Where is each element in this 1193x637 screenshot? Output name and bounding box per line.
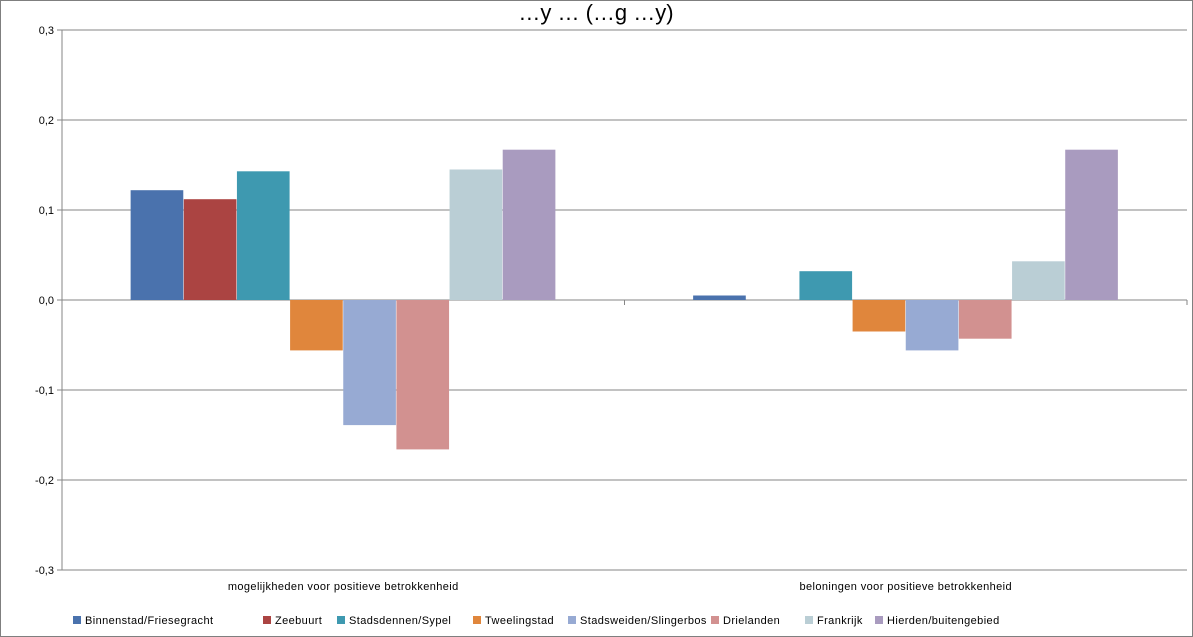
bars [130,149,1118,450]
legend-swatch [263,616,271,624]
y-tick-label: 0,2 [39,115,54,127]
bar [958,300,1012,339]
legend-swatch [337,616,345,624]
bar [852,300,906,332]
bar [905,300,959,351]
y-tick-label: 0,1 [39,205,54,217]
legend-swatch [473,616,481,624]
bar [1065,149,1118,300]
legend-label: Zeebuurt [275,615,322,627]
bar [1012,261,1065,300]
y-tick-label: -0,3 [35,565,54,577]
y-tick-label: -0,1 [35,385,54,397]
chart-title: …y … (…g …y) [518,0,673,25]
legend-swatch [711,616,719,624]
legend-swatch [568,616,576,624]
axis-labels: -0,3 -0,2 -0,1 0,0 0,1 0,2 0,3 mogelijkheden vo… [35,25,1012,593]
bar [502,149,556,300]
x-category-label: beloningen voor positieve betrokkenheid [799,581,1012,593]
legend-label: Stadsweiden/Slingerbos [580,615,707,627]
y-tick-label: 0,0 [39,295,54,307]
bar [183,199,237,300]
legend-swatch [805,616,813,624]
y-tick-label: -0,2 [35,475,54,487]
bar [130,190,184,300]
bar [693,295,746,300]
legend-label: Frankrijk [817,615,863,627]
legend-swatch [875,616,883,624]
bar [396,300,450,450]
bar [236,171,290,300]
bar [343,300,396,426]
legend-label: Stadsdennen/Sypel [349,615,451,627]
bar [449,169,503,300]
y-tick-label: 0,3 [39,25,54,37]
legend-label: Hierden/buitengebied [887,615,1000,627]
legend-label: Binnenstad/Friesegracht [85,615,213,627]
legend-label: Tweelingstad [485,615,554,627]
bar [799,271,853,300]
legend-label: Drielanden [723,615,780,627]
bar [290,300,343,351]
legend-swatch [73,616,81,624]
x-category-label: mogelijkheden voor positieve betrokkenhe… [228,581,459,593]
legend: Binnenstad/Friesegracht Zeebuurt Stadsdenn… [73,615,1000,627]
